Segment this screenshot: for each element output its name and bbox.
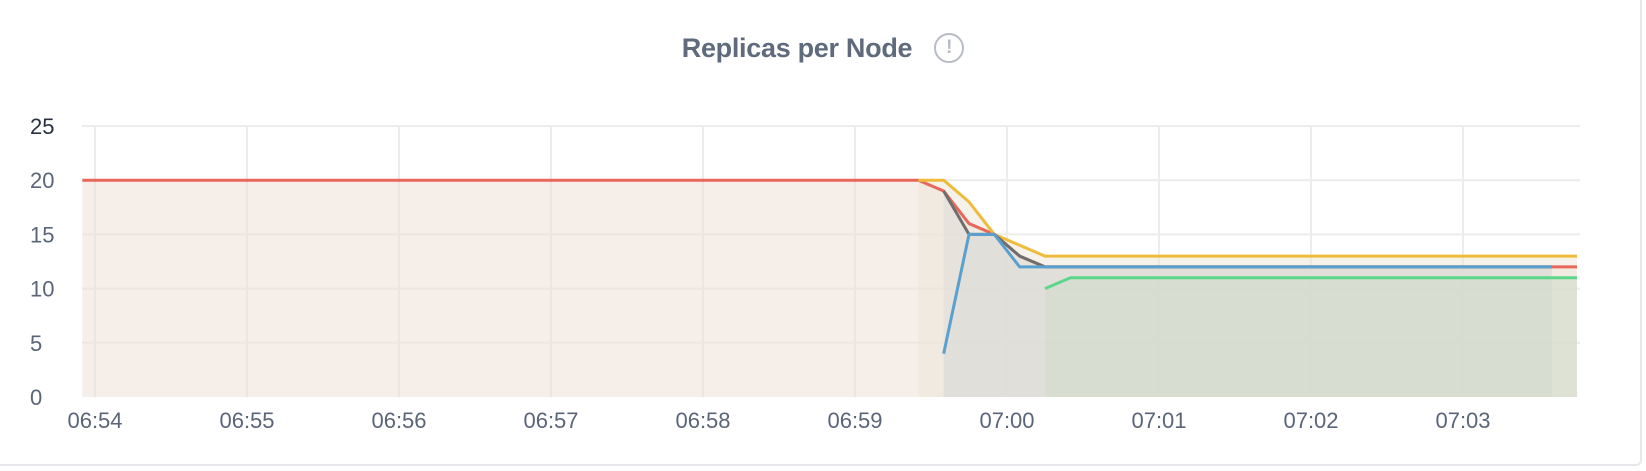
- x-tick-label: 07:02: [1283, 408, 1338, 433]
- series-area-5: [1045, 277, 1577, 397]
- y-tick-label: 10: [30, 277, 54, 302]
- x-tick-label: 06:58: [675, 408, 730, 433]
- y-tick-label: 25: [30, 114, 54, 139]
- x-tick-label: 06:54: [67, 408, 122, 433]
- y-tick-label: 0: [30, 385, 42, 410]
- y-tick-label: 15: [30, 222, 54, 247]
- x-tick-label: 07:01: [1131, 408, 1186, 433]
- y-tick-label: 20: [30, 168, 54, 193]
- x-tick-label: 07:03: [1435, 408, 1490, 433]
- x-tick-label: 06:59: [827, 408, 882, 433]
- x-tick-label: 06:57: [523, 408, 578, 433]
- x-tick-label: 06:55: [219, 408, 274, 433]
- series-line-4: [942, 232, 1552, 354]
- series-line-2: [918, 178, 1577, 258]
- panel-header: Replicas per Node !: [0, 28, 1646, 68]
- series-line-5: [1044, 276, 1577, 290]
- chart-title: Replicas per Node: [681, 32, 913, 63]
- y-tick-label: 5: [30, 331, 42, 356]
- x-tick-label: 06:56: [371, 408, 426, 433]
- x-tick-label: 07:00: [979, 408, 1034, 433]
- exclamation-circle-icon[interactable]: !: [934, 33, 965, 63]
